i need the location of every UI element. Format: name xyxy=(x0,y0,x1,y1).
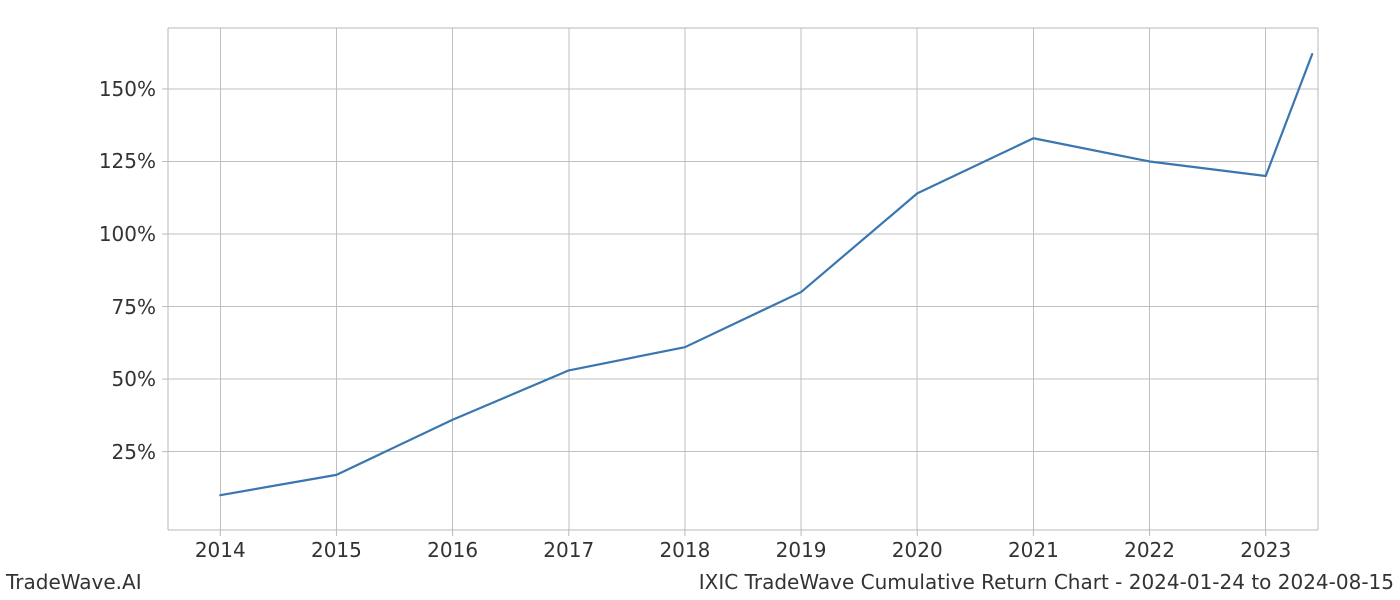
y-tick-label: 25% xyxy=(112,440,156,464)
x-tick-label: 2018 xyxy=(659,538,710,562)
y-tick-label: 125% xyxy=(99,149,156,173)
x-tick-label: 2014 xyxy=(195,538,246,562)
x-tick-label: 2022 xyxy=(1124,538,1175,562)
x-tick-label: 2019 xyxy=(776,538,827,562)
x-tick-label: 2016 xyxy=(427,538,478,562)
plot-svg xyxy=(168,28,1318,530)
y-tick-label: 75% xyxy=(112,295,156,319)
plot-area xyxy=(168,28,1318,530)
y-tick-label: 150% xyxy=(99,77,156,101)
footer-right-label: IXIC TradeWave Cumulative Return Chart -… xyxy=(699,570,1394,594)
x-tick-label: 2021 xyxy=(1008,538,1059,562)
chart-stage: 2014 2015 2016 2017 2018 2019 2020 2021 2022 2023… xyxy=(0,0,1400,600)
x-tick-label: 2015 xyxy=(311,538,362,562)
footer-left-label: TradeWave.AI xyxy=(6,570,142,594)
y-tick-label: 100% xyxy=(99,222,156,246)
x-tick-label: 2023 xyxy=(1240,538,1291,562)
x-tick-label: 2017 xyxy=(543,538,594,562)
y-tick-label: 50% xyxy=(112,367,156,391)
return-line xyxy=(220,54,1312,495)
x-tick-label: 2020 xyxy=(892,538,943,562)
